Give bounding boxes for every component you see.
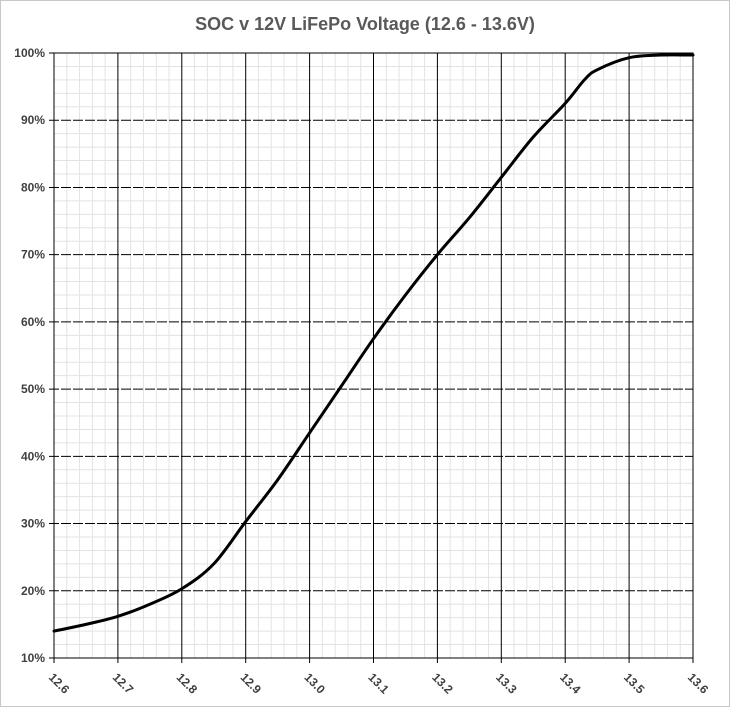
y-tick-label: 10%: [21, 651, 45, 665]
x-tick-label: 13.6: [685, 670, 712, 697]
x-tick-label: 12.6: [46, 670, 73, 697]
x-tick-label: 12.7: [110, 670, 137, 697]
x-tick-label: 13.0: [301, 670, 328, 697]
y-tick-label: 70%: [21, 248, 45, 262]
soc-curve: [52, 53, 695, 633]
y-tick-labels: 10% 20% 30% 40% 50% 60% 70% 80% 90% 100%: [14, 46, 45, 665]
y-tick-label: 50%: [21, 382, 45, 396]
chart-title: SOC v 12V LiFePo Voltage (12.6 - 13.6V): [195, 14, 535, 34]
plot-area-border: [53, 52, 694, 659]
x-tick-label: 13.4: [557, 670, 584, 697]
y-tick-label: 90%: [21, 113, 45, 127]
x-tick-label: 13.5: [621, 670, 648, 697]
y-tick-label: 40%: [21, 449, 45, 463]
x-tick-labels: 12.6 12.7 12.8 12.9 13.0 13.1 13.2 13.3 13.4 13.5…: [46, 670, 712, 697]
y-tick-label: 20%: [21, 584, 45, 598]
x-tick-label: 13.1: [365, 670, 392, 697]
major-grid: [49, 52, 694, 663]
x-tick-label: 12.8: [174, 670, 201, 697]
y-tick-label: 60%: [21, 315, 45, 329]
series-layer: [52, 53, 695, 633]
y-tick-label: 80%: [21, 180, 45, 194]
x-tick-label: 13.2: [429, 670, 456, 697]
x-tick-label: 13.3: [493, 670, 520, 697]
y-tick-label: 100%: [14, 46, 45, 60]
x-tick-label: 12.9: [238, 670, 265, 697]
y-tick-label: 30%: [21, 517, 45, 531]
